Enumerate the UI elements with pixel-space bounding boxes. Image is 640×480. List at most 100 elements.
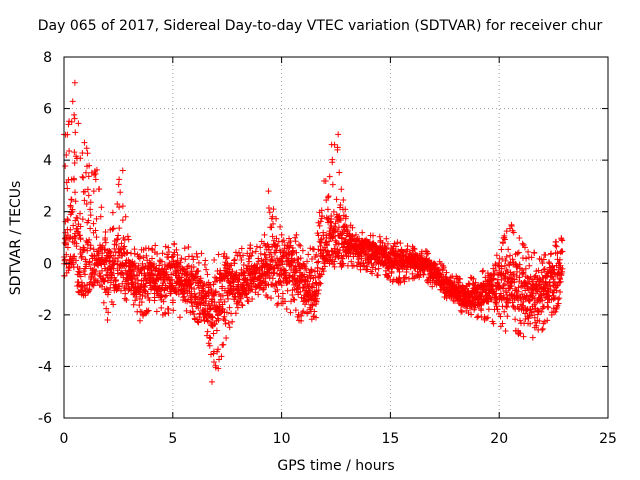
data-point bbox=[183, 272, 190, 279]
data-point bbox=[343, 223, 350, 230]
data-point bbox=[557, 289, 564, 296]
data-point bbox=[75, 120, 82, 127]
data-point bbox=[292, 234, 299, 241]
data-point bbox=[297, 288, 304, 295]
data-point bbox=[300, 262, 307, 269]
data-point bbox=[429, 283, 436, 290]
data-point bbox=[342, 213, 349, 220]
data-point bbox=[470, 275, 477, 282]
data-point bbox=[318, 207, 325, 214]
data-point bbox=[157, 286, 164, 293]
data-point bbox=[286, 235, 293, 242]
data-point bbox=[238, 257, 245, 264]
data-point bbox=[514, 250, 521, 257]
data-point bbox=[176, 314, 183, 321]
y-tick-label: -4 bbox=[38, 359, 52, 375]
data-point bbox=[335, 131, 342, 138]
data-point bbox=[156, 262, 163, 269]
data-point bbox=[284, 287, 291, 294]
data-point bbox=[342, 206, 349, 213]
data-point bbox=[350, 262, 357, 269]
data-point bbox=[304, 258, 311, 265]
data-point bbox=[277, 278, 284, 285]
data-point bbox=[511, 276, 518, 283]
data-point bbox=[239, 302, 246, 309]
y-tick-label: 6 bbox=[43, 102, 52, 118]
data-point bbox=[215, 346, 222, 353]
data-point bbox=[101, 278, 108, 285]
data-point bbox=[497, 313, 504, 320]
data-point bbox=[318, 236, 325, 243]
data-point bbox=[153, 308, 160, 315]
data-point bbox=[508, 223, 515, 230]
data-point bbox=[100, 299, 107, 306]
data-point bbox=[249, 286, 256, 293]
data-point bbox=[132, 297, 139, 304]
data-point bbox=[96, 186, 103, 193]
data-point bbox=[499, 285, 506, 292]
data-point bbox=[300, 308, 307, 315]
data-point bbox=[99, 267, 106, 274]
data-point bbox=[359, 229, 366, 236]
data-point bbox=[104, 277, 111, 284]
data-point bbox=[77, 273, 84, 280]
data-point bbox=[443, 295, 450, 302]
data-point bbox=[180, 290, 187, 297]
data-point bbox=[75, 278, 82, 285]
data-point bbox=[298, 312, 305, 319]
data-point bbox=[113, 242, 120, 249]
data-point bbox=[499, 256, 506, 263]
data-point bbox=[270, 206, 277, 213]
data-point bbox=[71, 149, 78, 156]
data-point bbox=[116, 225, 123, 232]
data-point bbox=[70, 222, 77, 229]
data-point bbox=[493, 303, 500, 310]
data-point bbox=[553, 238, 560, 245]
data-point bbox=[75, 288, 82, 295]
data-point bbox=[551, 278, 558, 285]
data-point bbox=[411, 246, 418, 253]
data-point bbox=[245, 298, 252, 305]
data-point bbox=[154, 275, 161, 282]
data-point bbox=[90, 282, 97, 289]
data-point bbox=[352, 231, 359, 238]
data-point bbox=[216, 356, 223, 363]
data-point bbox=[199, 287, 206, 294]
data-point bbox=[129, 266, 136, 273]
data-point bbox=[264, 294, 271, 301]
data-point bbox=[527, 320, 534, 327]
data-point bbox=[118, 269, 125, 276]
data-point bbox=[93, 234, 100, 241]
data-point bbox=[283, 305, 290, 312]
data-point bbox=[221, 275, 228, 282]
data-point bbox=[266, 209, 273, 216]
data-point bbox=[230, 279, 237, 286]
data-point bbox=[115, 181, 122, 188]
data-point bbox=[142, 280, 149, 287]
data-point bbox=[520, 269, 527, 276]
data-point bbox=[249, 249, 256, 256]
data-point bbox=[71, 160, 78, 167]
data-point bbox=[116, 245, 123, 252]
data-point bbox=[496, 310, 503, 317]
y-axis-label: SDTVAR / TECUs bbox=[8, 180, 24, 296]
data-point bbox=[79, 149, 86, 156]
data-point bbox=[109, 226, 116, 233]
data-point bbox=[321, 263, 328, 270]
data-point bbox=[308, 283, 315, 290]
data-point bbox=[295, 311, 302, 318]
data-point bbox=[550, 309, 557, 316]
data-point bbox=[75, 268, 82, 275]
data-point bbox=[266, 274, 273, 281]
data-point bbox=[504, 268, 511, 275]
data-point bbox=[226, 324, 233, 331]
data-point bbox=[169, 276, 176, 283]
data-point bbox=[302, 277, 309, 284]
data-point bbox=[155, 267, 162, 274]
data-point bbox=[142, 272, 149, 279]
data-point bbox=[120, 244, 127, 251]
data-points bbox=[61, 79, 566, 385]
data-point bbox=[118, 287, 124, 294]
y-tick-label: 4 bbox=[43, 153, 52, 169]
data-point bbox=[550, 275, 557, 282]
